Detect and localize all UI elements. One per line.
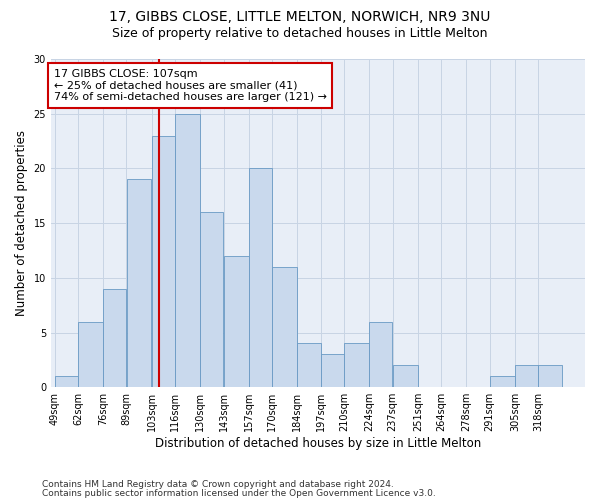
Bar	[393, 366, 418, 387]
Bar	[55, 376, 78, 387]
Text: Contains public sector information licensed under the Open Government Licence v3: Contains public sector information licen…	[42, 489, 436, 498]
Bar	[344, 344, 369, 387]
Bar	[152, 136, 175, 387]
Bar	[103, 288, 127, 387]
Y-axis label: Number of detached properties: Number of detached properties	[15, 130, 28, 316]
Bar	[321, 354, 344, 387]
Bar	[515, 366, 538, 387]
Bar	[538, 366, 562, 387]
Bar	[175, 114, 200, 387]
Bar	[490, 376, 515, 387]
Bar	[127, 180, 151, 387]
Bar	[249, 168, 272, 387]
Text: 17, GIBBS CLOSE, LITTLE MELTON, NORWICH, NR9 3NU: 17, GIBBS CLOSE, LITTLE MELTON, NORWICH,…	[109, 10, 491, 24]
Bar	[370, 322, 392, 387]
Bar	[298, 344, 320, 387]
Bar	[224, 256, 248, 387]
Text: Size of property relative to detached houses in Little Melton: Size of property relative to detached ho…	[112, 28, 488, 40]
Bar	[272, 267, 297, 387]
Text: Contains HM Land Registry data © Crown copyright and database right 2024.: Contains HM Land Registry data © Crown c…	[42, 480, 394, 489]
Text: 17 GIBBS CLOSE: 107sqm
← 25% of detached houses are smaller (41)
74% of semi-det: 17 GIBBS CLOSE: 107sqm ← 25% of detached…	[53, 69, 326, 102]
Bar	[200, 212, 223, 387]
X-axis label: Distribution of detached houses by size in Little Melton: Distribution of detached houses by size …	[155, 437, 481, 450]
Bar	[78, 322, 103, 387]
